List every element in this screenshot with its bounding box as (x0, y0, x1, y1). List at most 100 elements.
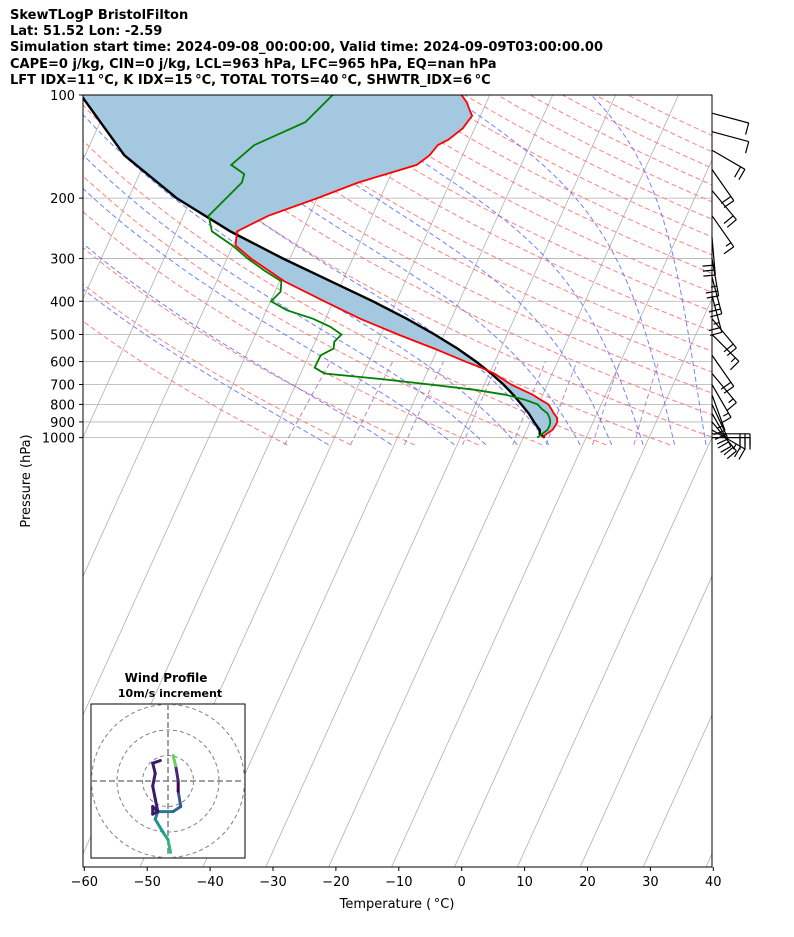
wind-barb (711, 394, 726, 436)
wind-barb-shaft (711, 413, 732, 447)
wind-barb-flag (729, 360, 740, 371)
dry-adiabat-line (83, 175, 543, 446)
wind-barb-flag (738, 448, 746, 460)
moist-adiabat-line (83, 288, 329, 446)
title-line-indices: LFT IDX=11 °C, K IDX=15 °C, TOTAL TOTS=4… (10, 72, 491, 88)
wind-barb-flag (723, 200, 735, 208)
title-line-times: Simulation start time: 2024-09-08_00:00:… (10, 40, 603, 56)
wind-barb-shaft (711, 276, 723, 314)
wind-barb-half-flag (728, 398, 734, 404)
hodograph-segment (153, 797, 160, 814)
hodograph-segment (151, 771, 157, 788)
wind-barb-flag (720, 445, 732, 453)
isotherm-line (454, 297, 712, 867)
isotherm-line (516, 436, 712, 867)
wind-barb-half-flag (713, 303, 720, 307)
wind-barb (711, 413, 732, 453)
mixing-ratio-line (403, 361, 445, 446)
wind-barb-flag (716, 438, 729, 445)
wind-barb-shaft (711, 373, 737, 403)
wind-barb (711, 318, 737, 357)
hodograph-segment (153, 817, 165, 834)
isotherm-line (391, 158, 712, 867)
hodograph-segment (171, 805, 183, 814)
wind-barb (711, 334, 740, 371)
wind-barb-shaft (711, 334, 740, 362)
moist-adiabat-line (163, 95, 581, 446)
wind-barb-half-flag (723, 412, 729, 417)
wind-barb-shaft (711, 404, 729, 440)
wind-barb-flag (745, 122, 750, 135)
x-axis-label: Temperature ( °C) (339, 897, 455, 912)
hodograph-segment (151, 761, 157, 775)
hodograph-segment (176, 789, 183, 808)
moist-adiabat-line (449, 95, 676, 446)
hodograph-segment (151, 759, 162, 765)
moist-adiabat-line (591, 95, 707, 445)
wind-barb-flag (713, 429, 726, 436)
isotherm-line (265, 95, 616, 867)
wind-barb (711, 149, 746, 180)
dewpoint-line (207, 95, 552, 439)
wind-barb-flag (723, 246, 735, 255)
wind-barb (711, 384, 732, 424)
wind-barb-flag (723, 446, 734, 456)
dry-adiabat-line (83, 283, 352, 446)
wind-barb (702, 237, 716, 277)
wind-barb-flag (706, 295, 719, 299)
wind-barb-flag (726, 219, 737, 228)
dry-adiabat-line (562, 95, 712, 169)
y-tick-label: 1000 (42, 432, 75, 447)
cape-shading (83, 95, 558, 438)
hodograph-segment (166, 838, 173, 854)
wind-barb-flag (720, 381, 732, 390)
dry-adiabat-line (106, 95, 712, 438)
mixing-ratio-line (462, 361, 499, 446)
plot-frame (82, 94, 713, 868)
wind-barb (711, 215, 735, 255)
wind-barb (711, 354, 735, 394)
wind-barb-shaft (711, 421, 737, 452)
wind-barb-shaft (711, 384, 732, 418)
x-tick-label: 40 (705, 875, 722, 890)
dry-adiabat-line (203, 95, 712, 373)
wind-barb-flag (726, 402, 737, 411)
wind-barb-shaft (711, 354, 735, 387)
wind-barb-flag (723, 215, 734, 224)
wind-barb-half-flag (725, 242, 732, 247)
wind-barb (711, 190, 737, 228)
y-tick-label: 700 (50, 379, 75, 394)
y-tick-label: 100 (50, 89, 75, 104)
isotherm-line (705, 852, 712, 867)
wind-barb-shaft (711, 215, 735, 248)
x-tick-label: −30 (259, 875, 286, 890)
wind-barb-shaft (711, 149, 746, 170)
title-line-cape: CAPE=0 j/kg, CIN=0 j/kg, LCL=963 hPa, LF… (10, 56, 497, 72)
wind-barb-flag (726, 347, 737, 357)
mixing-ratio-line (545, 361, 578, 446)
y-tick-label: 500 (50, 328, 75, 343)
wind-barb-flag (720, 416, 732, 424)
wind-barb-shaft (711, 295, 723, 333)
chart-title: SkewTLogP BristolFilton Lat: 51.52 Lon: … (10, 8, 603, 89)
wind-barb-half-flag (713, 322, 720, 325)
x-tick-label: −60 (71, 875, 98, 890)
wind-barb-shaft (711, 131, 749, 143)
cin-fill-area (83, 95, 558, 438)
wind-barb-shaft (711, 237, 716, 276)
wind-barb-flag (714, 433, 727, 440)
y-tick-label: 300 (50, 252, 75, 267)
wind-barb-flag (734, 446, 742, 458)
wind-barbs (702, 112, 751, 460)
moist-adiabat-line (83, 113, 518, 446)
dry-adiabat-line (268, 95, 712, 332)
hodograph-segment (171, 754, 178, 768)
wind-barb (711, 373, 737, 411)
hodograph-title: Wind Profile (125, 671, 208, 685)
x-tick-label: 20 (579, 875, 596, 890)
wind-barb-flag (708, 326, 721, 332)
isotherm-line (579, 575, 712, 867)
dry-adiabat-line (171, 95, 712, 394)
wind-barb (711, 404, 729, 445)
